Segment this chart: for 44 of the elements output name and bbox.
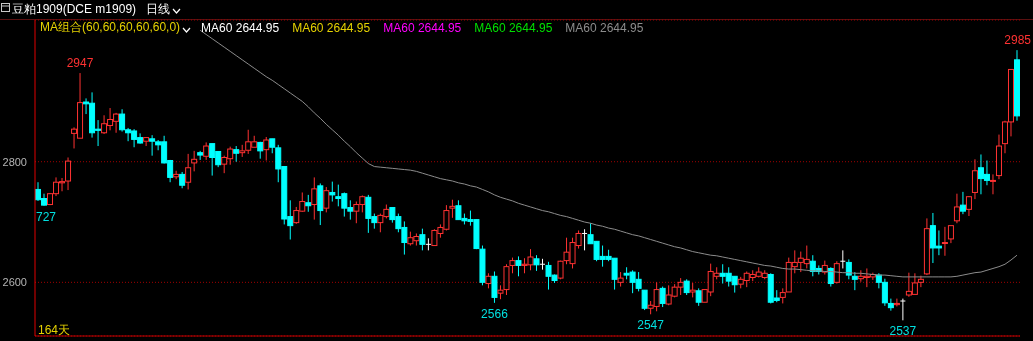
candlestick	[959, 191, 966, 215]
annotation: 2547	[637, 318, 665, 333]
candlestick	[419, 228, 426, 251]
annotation: MA60 2644.95	[292, 20, 371, 35]
candlestick	[989, 173, 996, 195]
candlestick	[263, 136, 270, 162]
candlestick	[893, 298, 900, 307]
candlestick	[899, 298, 906, 321]
candlestick	[953, 193, 960, 224]
candlestick	[311, 176, 318, 221]
candlestick	[191, 150, 198, 172]
candlestick	[941, 226, 948, 257]
annotation: MA60 2644.95	[474, 20, 553, 35]
annotation: MA60 2644.95	[201, 20, 280, 35]
chart-subtitle: 日线	[146, 1, 171, 18]
candlestick	[845, 258, 852, 280]
candlestick	[185, 153, 192, 190]
y-tick-label: 2600	[2, 276, 27, 289]
candlestick	[329, 181, 336, 203]
candlestick	[659, 286, 666, 308]
annotation: 2566	[481, 306, 509, 321]
candlestick	[515, 255, 522, 277]
annotation: 2947	[66, 56, 94, 71]
candlestick	[173, 170, 180, 180]
candlestick	[827, 266, 834, 288]
y-tick-label: 2800	[2, 155, 27, 168]
annotation: MA60 2644.95	[383, 20, 462, 35]
chart-title: 豆粕1909(DCE m1909)	[12, 1, 137, 18]
annotation: MA组合(60,60,60,60,60,0)	[40, 19, 181, 36]
candlestick	[887, 298, 894, 312]
candlestick	[965, 195, 972, 217]
candlestick	[851, 271, 858, 291]
candlestick	[491, 270, 498, 304]
candlestick	[539, 258, 546, 271]
annotation: 2537	[889, 324, 917, 339]
candlestick	[839, 249, 846, 269]
annotation: 164天	[38, 322, 71, 339]
annotation: 727	[36, 209, 57, 224]
annotation: 2985	[1004, 33, 1032, 48]
candlestick	[581, 228, 588, 251]
candlestick	[323, 186, 330, 213]
annotation: MA60 2644.95	[565, 20, 644, 35]
candlestick	[971, 158, 978, 200]
candlestick	[425, 237, 432, 251]
